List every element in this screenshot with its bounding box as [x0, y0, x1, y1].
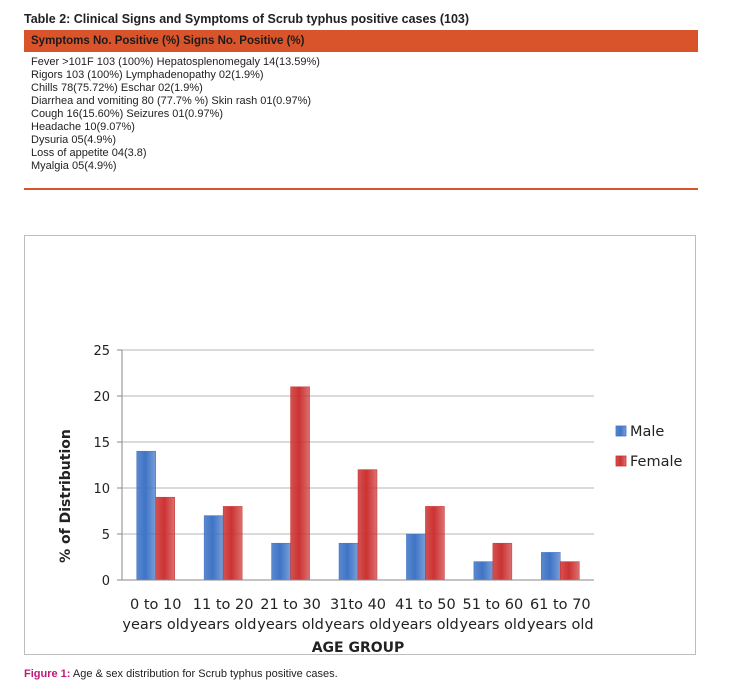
- x-tick-label: years old: [257, 617, 324, 633]
- x-axis-title: AGE GROUP: [312, 640, 405, 656]
- table-row: Cough 16(15.60%) Seizures 01(0.97%): [31, 108, 224, 120]
- x-tick-label: years old: [460, 617, 527, 633]
- table-row: Myalgia 05(4.9%): [31, 160, 117, 172]
- y-tick-label: 10: [93, 482, 110, 497]
- figure-caption-label: Figure 1:: [24, 668, 71, 680]
- bar-female-3: [357, 469, 378, 581]
- bar-male-1: [203, 515, 224, 581]
- table-row: Fever >101F 103 (100%) Hepatosplenomegal…: [31, 56, 320, 68]
- bar-female-2: [290, 386, 310, 581]
- bar-male-0: [136, 450, 156, 581]
- table-row: Rigors 103 (100%) Lymphadenopathy 02(1.9…: [31, 69, 264, 81]
- bar-female-1: [222, 506, 243, 581]
- x-tick-label: 31to 40: [330, 597, 386, 613]
- y-tick-label: 5: [102, 528, 110, 543]
- x-tick-label: 61 to 70: [530, 597, 591, 613]
- x-tick-label: 51 to 60: [463, 597, 524, 613]
- bar-female-5: [492, 542, 513, 581]
- bar-male-6: [541, 552, 561, 581]
- bar-female-6: [560, 561, 580, 581]
- x-tick-label: years old: [392, 617, 459, 633]
- y-tick-label: 0: [102, 574, 110, 589]
- table-row: Headache 10(9.07%): [31, 121, 135, 133]
- x-tick-label: years old: [325, 617, 392, 633]
- bar-male-4: [406, 533, 426, 581]
- figure-caption-text: Age & sex distribution for Scrub typhus …: [72, 668, 338, 680]
- table-row: Loss of appetite 04(3.8): [31, 147, 147, 159]
- legend-swatch-female: [615, 455, 627, 467]
- x-tick-label: 0 to 10: [130, 597, 181, 613]
- legend-swatch-male: [615, 425, 627, 437]
- chart-frame: [24, 235, 696, 655]
- bar-male-5: [473, 561, 494, 581]
- x-tick-label: 11 to 20: [193, 597, 254, 613]
- bar-female-0: [155, 496, 175, 581]
- legend-label-female: Female: [630, 454, 683, 470]
- x-tick-label: years old: [122, 617, 189, 633]
- y-tick-label: 25: [93, 344, 110, 359]
- y-axis-title: % of Distribution: [58, 429, 74, 563]
- x-tick-label: years old: [190, 617, 257, 633]
- bar-female-4: [425, 506, 445, 581]
- bar-male-3: [338, 542, 359, 581]
- y-tick-label: 15: [93, 436, 110, 451]
- x-tick-label: 21 to 30: [260, 597, 321, 613]
- y-tick-label: 20: [93, 390, 110, 405]
- legend-label-male: Male: [630, 424, 664, 440]
- bar-male-2: [271, 542, 291, 581]
- table-title: Table 2: Clinical Signs and Symptoms of …: [24, 12, 470, 26]
- table-row: Chills 78(75.72%) Eschar 02(1.9%): [31, 82, 203, 94]
- x-tick-label: years old: [527, 617, 594, 633]
- table-body: Fever >101F 103 (100%) Hepatosplenomegal…: [31, 56, 698, 173]
- table-row: Dysuria 05(4.9%): [31, 134, 116, 146]
- x-tick-label: 41 to 50: [395, 597, 456, 613]
- table-header: Symptoms No. Positive (%) Signs No. Posi…: [24, 30, 698, 52]
- table-row: Diarrhea and vomiting 80 (77.7% %) Skin …: [31, 95, 312, 107]
- figure-caption: Figure 1: Age & sex distribution for Scr…: [24, 668, 338, 680]
- table-bottom-rule: [24, 188, 698, 190]
